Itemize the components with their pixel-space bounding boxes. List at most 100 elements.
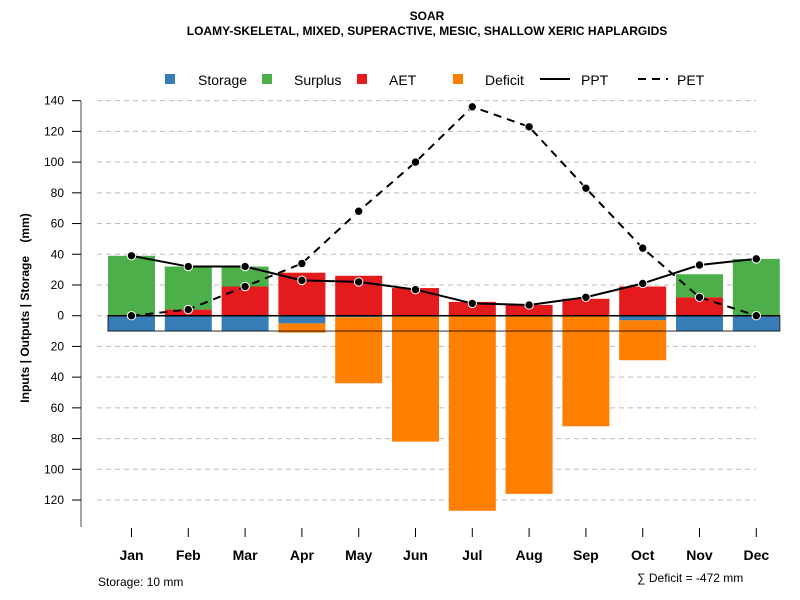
month-bars-may bbox=[335, 275, 383, 384]
y-tick-label: 0 bbox=[57, 309, 64, 323]
point-pet bbox=[183, 304, 194, 315]
bar-deficit bbox=[505, 315, 553, 494]
legend-swatch-surplus bbox=[262, 74, 272, 84]
legend-label: PET bbox=[677, 72, 705, 88]
y-tick-label: 40 bbox=[51, 247, 65, 261]
x-tick-label-dec: Dec bbox=[743, 547, 769, 563]
point-pet bbox=[410, 157, 421, 167]
month-bars-jan bbox=[108, 255, 155, 332]
point-pet bbox=[126, 311, 137, 321]
point-pet bbox=[524, 122, 534, 132]
legend-label: Deficit bbox=[485, 72, 524, 88]
y-tick-label: 100 bbox=[44, 155, 64, 169]
bar-deficit bbox=[335, 317, 383, 384]
x-tick-label-feb: Feb bbox=[176, 547, 201, 563]
month-bars-aug bbox=[505, 304, 553, 494]
legend-item-ppt: PPT bbox=[540, 72, 609, 88]
bar-storage bbox=[221, 315, 269, 332]
y-tick-label: 120 bbox=[44, 493, 64, 507]
series-lines bbox=[131, 105, 757, 317]
legend-label: Surplus bbox=[294, 72, 341, 88]
x-tick-label-jul: Jul bbox=[462, 547, 482, 563]
legend-item-storage: Storage bbox=[165, 72, 247, 88]
bar-aet bbox=[562, 298, 610, 316]
point-ppt bbox=[183, 261, 194, 272]
point-ppt bbox=[410, 284, 421, 295]
x-tick-label-jun: Jun bbox=[403, 547, 428, 563]
month-bars-jun bbox=[392, 288, 439, 442]
y-tick-label: 40 bbox=[51, 370, 65, 384]
bar-storage bbox=[335, 315, 383, 318]
point-ppt bbox=[126, 251, 137, 261]
bars bbox=[108, 255, 780, 511]
month-bars-nov bbox=[676, 274, 723, 332]
bar-storage bbox=[732, 315, 780, 332]
bar-storage bbox=[164, 315, 212, 332]
bar-aet bbox=[221, 286, 269, 316]
bar-deficit bbox=[562, 315, 610, 427]
point-ppt bbox=[467, 298, 477, 309]
month-bars-feb bbox=[164, 266, 212, 332]
bar-deficit bbox=[448, 315, 496, 511]
bar-surplus bbox=[676, 274, 723, 298]
point-pet bbox=[467, 102, 477, 112]
y-tick-label: 120 bbox=[44, 124, 64, 138]
series-points bbox=[126, 102, 761, 321]
bar-surplus bbox=[108, 255, 155, 316]
x-tick-label-aug: Aug bbox=[515, 547, 542, 563]
chart-title: SOAR bbox=[410, 9, 445, 23]
legend-item-surplus: Surplus bbox=[262, 72, 341, 88]
bar-storage bbox=[278, 315, 326, 324]
bar-storage bbox=[108, 315, 155, 332]
point-pet bbox=[694, 292, 705, 302]
y-tick-label: 20 bbox=[51, 278, 65, 292]
legend-item-deficit: Deficit bbox=[453, 72, 524, 88]
x-tick-label-sep: Sep bbox=[573, 547, 599, 563]
y-tick-label: 80 bbox=[51, 186, 65, 200]
bar-storage bbox=[619, 315, 667, 321]
bar-aet bbox=[676, 297, 723, 316]
y-tick-label: 100 bbox=[44, 462, 64, 476]
x-tick-label-nov: Nov bbox=[686, 547, 713, 563]
y-axis-label: Inputs | Outputs | Storage (mm) bbox=[18, 213, 32, 402]
month-bars-oct bbox=[619, 286, 667, 361]
x-tick-label-may: May bbox=[345, 547, 372, 563]
x-tick-label-jan: Jan bbox=[119, 547, 143, 563]
point-pet bbox=[581, 183, 591, 193]
legend: Storage Surplus AET Deficit PPT PET bbox=[165, 72, 705, 88]
y-tick-label: 20 bbox=[51, 339, 65, 353]
line-pet bbox=[131, 105, 757, 317]
legend-label: AET bbox=[389, 72, 417, 88]
bar-deficit bbox=[392, 315, 439, 442]
point-ppt bbox=[240, 261, 250, 272]
bar-surplus bbox=[732, 258, 780, 316]
legend-label: Storage bbox=[198, 72, 247, 88]
y-tick-label: 80 bbox=[51, 432, 65, 446]
bar-deficit bbox=[619, 320, 667, 361]
deficit-sum-note: ∑ Deficit = -472 mm bbox=[637, 571, 743, 585]
point-pet bbox=[354, 206, 364, 216]
bar-aet bbox=[448, 301, 496, 316]
y-tick-label: 140 bbox=[44, 94, 64, 108]
legend-label: PPT bbox=[581, 72, 609, 88]
y-tick-label: 60 bbox=[51, 401, 65, 415]
month-bars-dec bbox=[732, 258, 780, 332]
legend-swatch-deficit bbox=[453, 74, 463, 84]
y-tick-label: 60 bbox=[51, 217, 65, 231]
point-ppt bbox=[524, 300, 534, 310]
x-tick-label-mar: Mar bbox=[233, 547, 258, 563]
month-bars-jul bbox=[448, 301, 496, 511]
point-ppt bbox=[297, 275, 307, 286]
storage-capacity-frame bbox=[107, 314, 781, 332]
point-pet bbox=[638, 243, 648, 253]
point-ppt bbox=[638, 278, 648, 289]
month-bars-sep bbox=[562, 298, 610, 427]
point-pet bbox=[297, 258, 307, 269]
month-bars-mar bbox=[221, 266, 269, 332]
legend-item-aet: AET bbox=[357, 72, 417, 88]
legend-swatch-aet bbox=[357, 74, 367, 84]
legend-swatch-storage bbox=[165, 74, 175, 84]
bar-storage bbox=[676, 315, 723, 332]
point-pet bbox=[240, 281, 250, 292]
